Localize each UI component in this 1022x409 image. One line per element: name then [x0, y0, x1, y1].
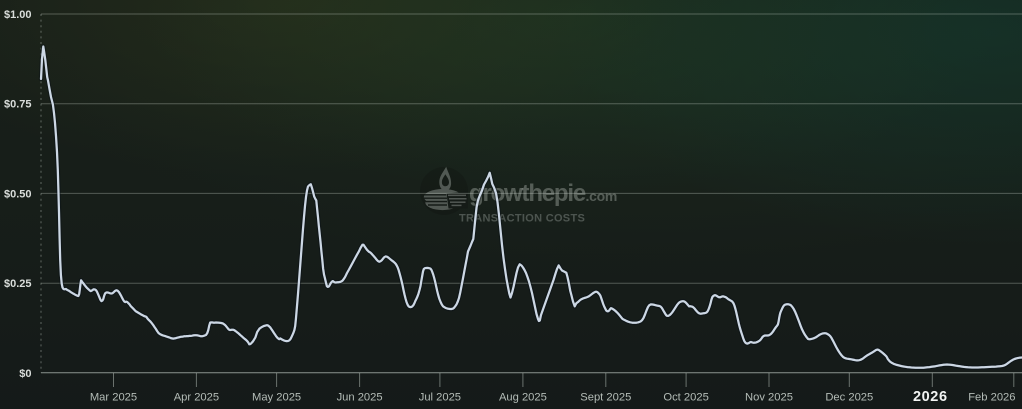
svg-text:Jun 2025: Jun 2025 — [337, 392, 383, 404]
svg-text:.com: .com — [586, 188, 617, 204]
svg-text:Feb 2026: Feb 2026 — [968, 392, 1015, 404]
svg-text:$0.25: $0.25 — [4, 278, 32, 290]
svg-text:Apr 2025: Apr 2025 — [174, 392, 219, 404]
svg-text:Nov 2025: Nov 2025 — [745, 392, 793, 404]
svg-text:Sept 2025: Sept 2025 — [580, 392, 631, 404]
svg-text:Dec 2025: Dec 2025 — [825, 392, 873, 404]
svg-text:May 2025: May 2025 — [252, 392, 301, 404]
svg-text:Aug 2025: Aug 2025 — [499, 392, 547, 404]
svg-text:$0.75: $0.75 — [4, 99, 32, 111]
svg-text:Oct 2025: Oct 2025 — [663, 392, 708, 404]
svg-text:$0: $0 — [19, 368, 31, 380]
svg-text:TRANSACTION COSTS: TRANSACTION COSTS — [459, 213, 585, 225]
svg-text:$0.50: $0.50 — [4, 188, 32, 200]
svg-text:growthepie: growthepie — [469, 180, 586, 207]
svg-text:Jul 2025: Jul 2025 — [419, 392, 461, 404]
svg-text:2026: 2026 — [913, 389, 948, 405]
svg-text:$1.00: $1.00 — [4, 9, 32, 21]
svg-text:Mar 2025: Mar 2025 — [90, 392, 137, 404]
